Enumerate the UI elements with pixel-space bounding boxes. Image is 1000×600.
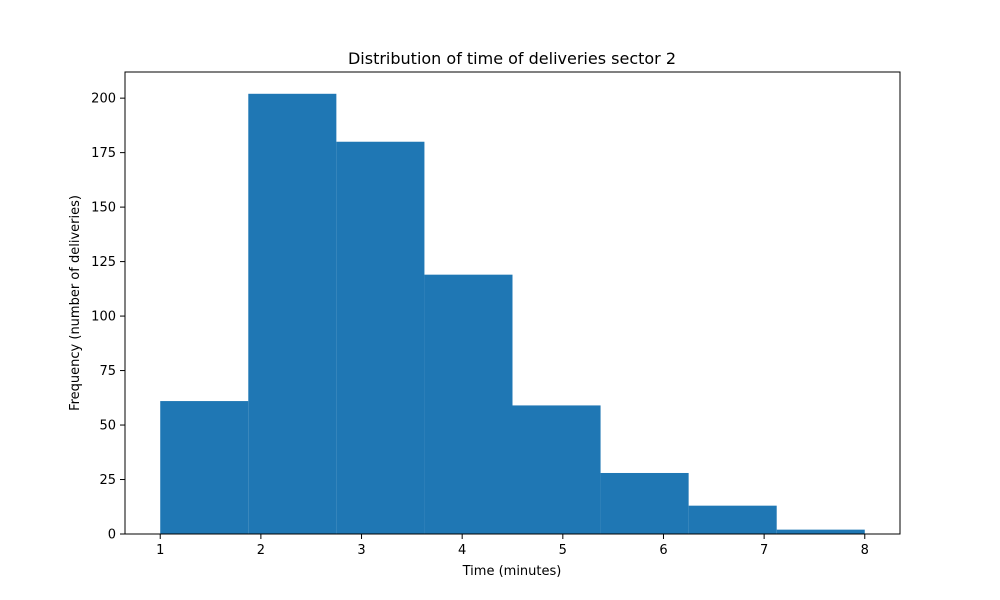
x-tick-label: 1 xyxy=(156,543,164,558)
y-tick-label: 125 xyxy=(91,255,116,270)
y-tick-label: 100 xyxy=(91,310,116,325)
y-tick-label: 175 xyxy=(91,146,116,161)
x-tick-label: 8 xyxy=(861,543,869,558)
y-tick-label: 50 xyxy=(99,419,116,434)
bars-group xyxy=(160,93,865,535)
x-tick-label: 4 xyxy=(458,543,466,558)
y-tick-label: 200 xyxy=(91,92,116,107)
x-tick-label: 5 xyxy=(559,543,567,558)
histogram-bar xyxy=(600,472,689,534)
histogram-bar xyxy=(160,401,249,534)
histogram-bar xyxy=(336,141,425,535)
histogram-bar xyxy=(424,274,513,534)
y-axis-ticks: 0 25 50 75 100 125 150 175 200 xyxy=(91,92,125,543)
chart-title: Distribution of time of deliveries secto… xyxy=(348,49,676,68)
histogram-bar xyxy=(512,405,601,534)
y-tick-label: 0 xyxy=(108,528,116,543)
histogram-bar xyxy=(248,93,337,534)
x-tick-label: 7 xyxy=(760,543,768,558)
y-axis-label: Frequency (number of deliveries) xyxy=(68,195,83,411)
x-tick-label: 6 xyxy=(659,543,667,558)
x-tick-label: 2 xyxy=(257,543,265,558)
x-tick-label: 3 xyxy=(357,543,365,558)
x-axis-ticks: 1 2 3 4 5 6 7 8 xyxy=(156,534,869,558)
y-tick-label: 150 xyxy=(91,201,116,216)
x-axis-label: Time (minutes) xyxy=(462,564,562,579)
plot-frame xyxy=(124,71,901,535)
histogram-bar xyxy=(688,505,777,534)
histogram-bar xyxy=(776,529,865,534)
y-tick-label: 25 xyxy=(99,473,116,488)
y-tick-label: 75 xyxy=(99,364,116,379)
